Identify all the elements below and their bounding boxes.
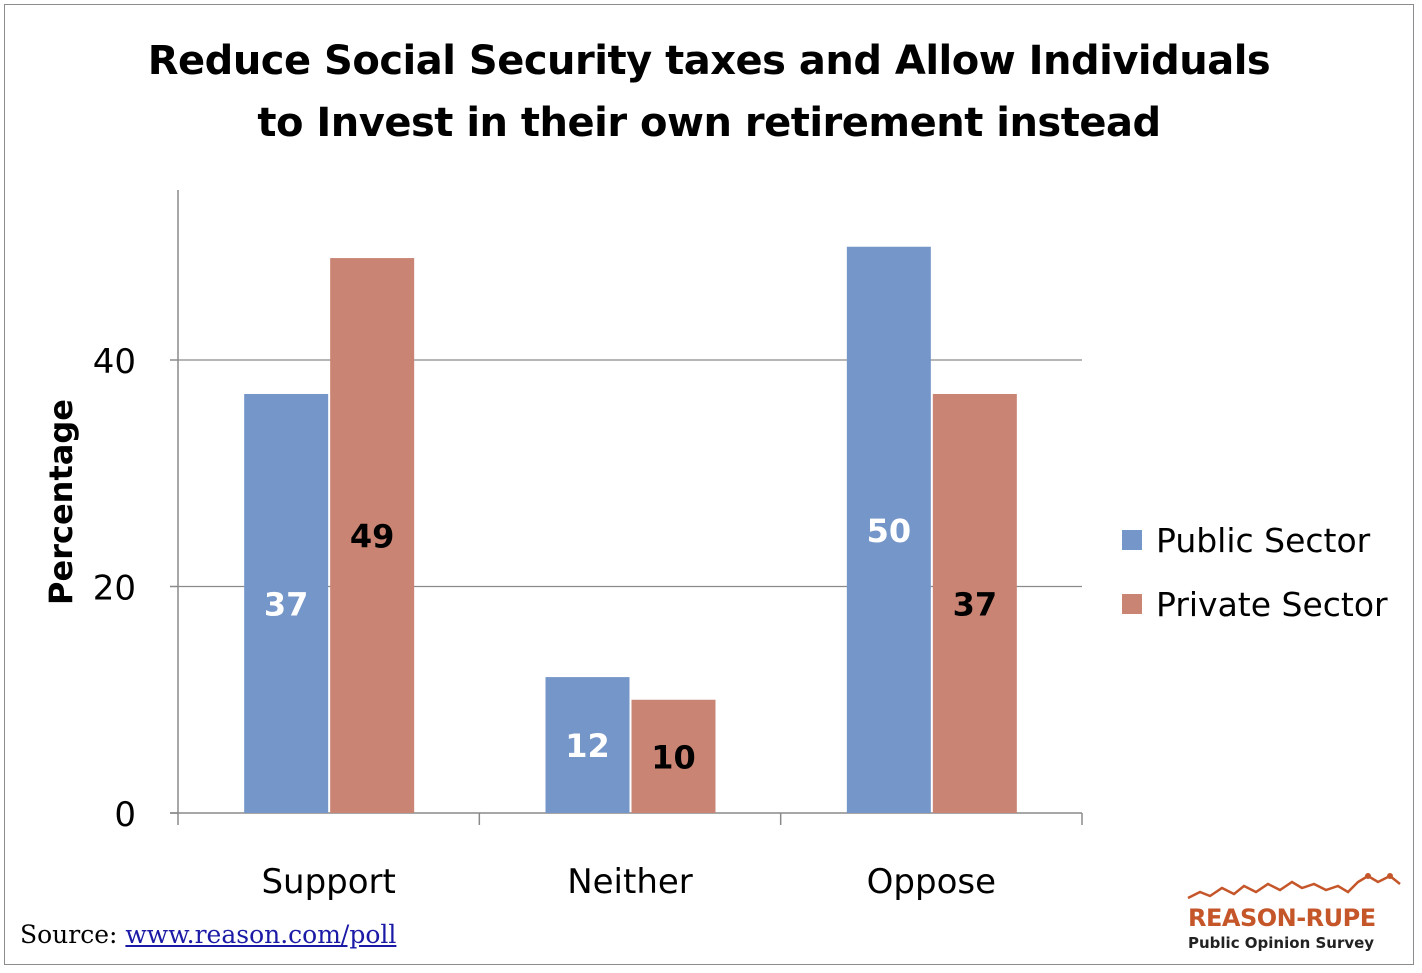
- y-tick-label-20: 20: [93, 569, 136, 609]
- bar-neither-private-sector: [631, 699, 716, 813]
- logo-sub-text: Public Opinion Survey: [1188, 934, 1375, 952]
- y-tick-label-40: 40: [93, 342, 136, 382]
- reason-rupe-logo: REASON-RUPE Public Opinion Survey: [1186, 868, 1402, 958]
- legend-swatch-public-sector: [1122, 530, 1142, 550]
- bar-oppose-private-sector: [932, 393, 1017, 813]
- logo-mountain-line-icon: [1187, 873, 1401, 900]
- x-tick-label-support: Support: [261, 862, 395, 902]
- y-axis-title: Percentage: [42, 399, 80, 605]
- chart-title-line-2: to Invest in their own retirement instea…: [257, 100, 1161, 146]
- data-label-oppose-public-sector: 50: [867, 512, 912, 550]
- legend-item-private-sector: Private Sector: [1122, 572, 1388, 636]
- chart-frame: [4, 4, 1414, 965]
- y-tick-label-0: 0: [114, 795, 136, 835]
- bar-support-public-sector: [244, 393, 329, 813]
- x-tick-label-neither: Neither: [567, 862, 693, 902]
- data-label-neither-private-sector: 10: [651, 738, 696, 776]
- chart-title-line-1: Reduce Social Security taxes and Allow I…: [147, 38, 1271, 84]
- bar-support-private-sector: [330, 258, 415, 813]
- source-note: Source: www.reason.com/poll: [20, 920, 396, 949]
- legend-item-public-sector: Public Sector: [1122, 508, 1388, 572]
- bar-oppose-public-sector: [846, 246, 931, 813]
- source-prefix: Source:: [20, 920, 126, 949]
- data-label-neither-public-sector: 12: [565, 727, 610, 765]
- legend: Public Sector Private Sector: [1122, 508, 1388, 636]
- data-label-support-private-sector: 49: [350, 518, 395, 556]
- data-label-oppose-private-sector: 37: [953, 585, 998, 623]
- logo-main-text: REASON-RUPE: [1188, 904, 1376, 932]
- x-tick-label-oppose: Oppose: [867, 862, 996, 902]
- legend-label-private-sector: Private Sector: [1156, 584, 1388, 624]
- legend-swatch-private-sector: [1122, 594, 1142, 614]
- legend-label-public-sector: Public Sector: [1156, 520, 1371, 560]
- source-link[interactable]: www.reason.com/poll: [125, 920, 397, 949]
- data-label-support-public-sector: 37: [264, 585, 309, 623]
- bar-neither-public-sector: [545, 677, 630, 813]
